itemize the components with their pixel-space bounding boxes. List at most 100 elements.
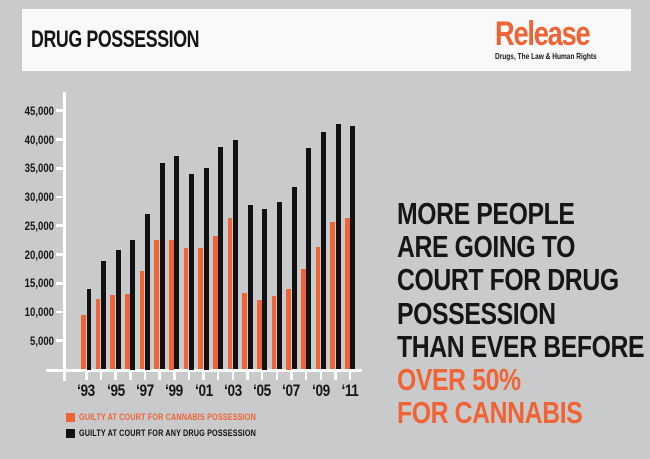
header-panel: DRUG POSSESSION Release Drugs, The Law &… bbox=[22, 9, 631, 71]
headline-line-5: THAN EVER BEFORE bbox=[397, 328, 645, 364]
release-logo-wordmark: Release bbox=[494, 15, 591, 54]
y-tick bbox=[56, 281, 63, 285]
bar-cannabis-1994 bbox=[95, 298, 101, 370]
bar-any-drug-2000 bbox=[189, 174, 194, 370]
bar-any-drug-1994 bbox=[101, 260, 106, 370]
bar-any-drug-2006 bbox=[277, 202, 282, 370]
y-tick-label: 45,000 bbox=[24, 103, 54, 118]
x-tick-1996 bbox=[128, 371, 132, 381]
bar-cannabis-1998 bbox=[154, 239, 160, 370]
bar-cannabis-1999 bbox=[168, 240, 174, 370]
bar-cannabis-1995 bbox=[110, 295, 116, 370]
legend-row-any-drug: GUILTY AT COURT FOR ANY DRUG POSSESSION bbox=[66, 425, 312, 441]
x-tick-label-1999: ‘99 bbox=[165, 381, 184, 400]
x-tick-2008 bbox=[304, 371, 308, 381]
bar-any-drug-1999 bbox=[174, 156, 180, 370]
legend-swatch-cannabis bbox=[66, 412, 75, 422]
x-tick-2002 bbox=[216, 371, 220, 381]
x-tick-label-2011: ‘11 bbox=[341, 381, 359, 400]
headline-line-3: COURT FOR DRUG bbox=[397, 262, 619, 298]
x-tick-2009 bbox=[319, 371, 323, 381]
bar-cannabis-2001 bbox=[198, 248, 204, 370]
x-axis-line bbox=[46, 369, 362, 372]
x-tick-label-1993: ‘93 bbox=[77, 381, 96, 400]
bar-any-drug-2010 bbox=[335, 123, 341, 370]
bar-cannabis-2000 bbox=[183, 248, 189, 370]
x-tick-label-2007: ‘07 bbox=[282, 381, 301, 400]
y-tick bbox=[56, 138, 63, 141]
page-title: DRUG POSSESSION bbox=[31, 26, 200, 53]
x-tick-2010 bbox=[334, 371, 337, 381]
bar-cannabis-1997 bbox=[139, 271, 145, 370]
x-tick-1998 bbox=[158, 371, 161, 381]
bar-cannabis-2009 bbox=[315, 247, 321, 370]
bar-any-drug-1996 bbox=[130, 240, 136, 370]
legend-label-any-drug: GUILTY AT COURT FOR ANY DRUG POSSESSION bbox=[79, 427, 256, 439]
x-tick-label-1997: ‘97 bbox=[136, 381, 154, 400]
bar-any-drug-2002 bbox=[218, 146, 224, 370]
y-tick-label: 20,000 bbox=[24, 247, 54, 262]
bar-any-drug-2003 bbox=[233, 140, 238, 370]
bar-any-drug-2007 bbox=[291, 187, 297, 370]
x-tick-2006 bbox=[275, 371, 279, 381]
x-tick-label-1995: ‘95 bbox=[106, 381, 125, 400]
x-tick-label-2003: ‘03 bbox=[223, 381, 242, 400]
x-tick-2000 bbox=[187, 371, 191, 381]
bar-any-drug-2004 bbox=[247, 205, 253, 370]
x-tick-label-2005: ‘05 bbox=[253, 381, 272, 400]
y-tick bbox=[56, 310, 63, 314]
release-logo: Release Drugs, The Law & Human Rights bbox=[494, 15, 619, 61]
y-tick-label: 40,000 bbox=[24, 132, 54, 147]
legend-row-cannabis: GUILTY AT COURT FOR CANNABIS POSSESSION bbox=[66, 409, 312, 425]
y-tick-label: 35,000 bbox=[24, 161, 54, 176]
x-tick-label-2001: ‘01 bbox=[194, 381, 213, 400]
bar-any-drug-1993 bbox=[86, 289, 92, 370]
x-tick-1995 bbox=[114, 371, 117, 381]
y-axis-line bbox=[63, 92, 66, 381]
y-tick bbox=[56, 109, 63, 113]
bar-cannabis-1996 bbox=[124, 294, 130, 370]
y-tick-label: 25,000 bbox=[24, 218, 54, 233]
x-tick-1999 bbox=[172, 371, 176, 381]
x-tick-label-2009: ‘09 bbox=[311, 381, 330, 400]
bar-cannabis-2004 bbox=[242, 293, 248, 370]
headline-line-7: FOR CANNABIS bbox=[397, 395, 583, 431]
y-tick bbox=[56, 339, 63, 343]
x-tick-2003 bbox=[231, 371, 235, 381]
x-tick-2011 bbox=[348, 371, 352, 381]
headline-line-4: POSSESSION bbox=[397, 295, 556, 331]
bar-any-drug-2009 bbox=[321, 132, 326, 370]
headline-line-6: OVER 50% bbox=[397, 362, 521, 398]
y-tick bbox=[56, 253, 63, 256]
legend-label-cannabis: GUILTY AT COURT FOR CANNABIS POSSESSION bbox=[79, 411, 256, 423]
bar-cannabis-2008 bbox=[300, 269, 306, 370]
headline-line-1: MORE PEOPLE bbox=[397, 196, 575, 231]
bar-cannabis-2010 bbox=[330, 222, 336, 370]
legend-swatch-any-drug bbox=[66, 428, 75, 438]
bar-any-drug-2001 bbox=[203, 168, 209, 370]
y-tick bbox=[56, 195, 63, 199]
bar-cannabis-2011 bbox=[344, 217, 350, 370]
chart-legend: GUILTY AT COURT FOR CANNABIS POSSESSION … bbox=[66, 409, 312, 441]
headline: MORE PEOPLE ARE GOING TO COURT FOR DRUG POS… bbox=[397, 196, 650, 431]
bar-cannabis-2007 bbox=[286, 289, 292, 370]
bar-cannabis-2006 bbox=[271, 295, 277, 370]
bar-cannabis-1993 bbox=[81, 315, 86, 370]
y-tick-label: 10,000 bbox=[24, 305, 54, 319]
release-logo-tagline: Drugs, The Law & Human Rights bbox=[494, 51, 597, 61]
x-tick-1997 bbox=[143, 371, 147, 381]
y-tick bbox=[56, 224, 63, 228]
x-tick-2007 bbox=[290, 371, 293, 381]
bar-any-drug-2005 bbox=[262, 208, 268, 370]
bar-any-drug-1998 bbox=[159, 163, 165, 370]
x-tick-2004 bbox=[246, 371, 249, 381]
x-tick-2005 bbox=[260, 371, 264, 381]
y-tick-label: 5,000 bbox=[29, 333, 54, 348]
x-tick-2001 bbox=[202, 371, 205, 381]
headline-line-2: ARE GOING TO bbox=[397, 229, 576, 265]
bar-cannabis-2002 bbox=[212, 236, 218, 370]
y-tick-label: 30,000 bbox=[24, 190, 54, 204]
bar-cannabis-2003 bbox=[227, 218, 233, 370]
